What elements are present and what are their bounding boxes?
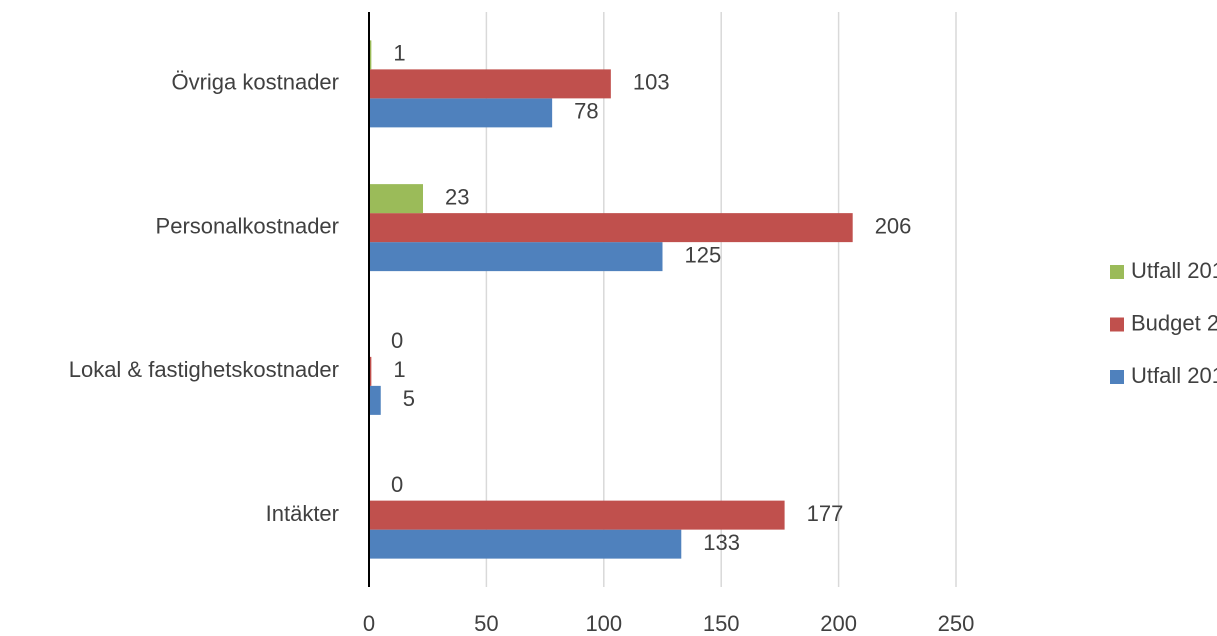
legend-swatch [1110,317,1124,332]
data-label: 103 [633,70,670,95]
bar [369,500,785,530]
legend-swatch [1110,370,1124,384]
data-label: 0 [391,472,403,497]
bar [369,213,853,243]
y-tick-label: Intäkter [266,501,339,526]
data-label: 206 [875,213,912,238]
bar [369,98,553,128]
x-tick-label: 150 [703,611,740,636]
bar [369,69,611,99]
y-tick-label: Lokal & fastighetskostnader [69,357,339,382]
legend-label: Budget 2018 [1131,310,1217,335]
data-label: 5 [403,386,415,411]
data-label: 177 [807,501,844,526]
data-label: 23 [445,184,469,209]
legend-swatch [1110,265,1124,279]
bar [369,242,663,272]
data-label: 1 [393,357,405,382]
x-tick-label: 200 [820,611,857,636]
legend-label: Utfall 2017 [1131,258,1217,283]
data-label: 0 [391,328,403,353]
data-label: 78 [574,99,598,124]
legend-label: Utfall 2018 [1131,363,1217,388]
bar [369,40,372,70]
bar [369,529,682,559]
bar [369,184,424,214]
y-tick-label: Personalkostnader [156,213,339,238]
x-tick-label: 0 [363,611,375,636]
bar [369,385,381,415]
data-label: 1 [393,41,405,66]
y-tick-label: Övriga kostnader [171,70,339,95]
x-tick-label: 50 [474,611,498,636]
data-label: 133 [703,530,740,555]
x-tick-label: 100 [585,611,622,636]
data-label: 125 [685,242,722,267]
x-tick-label: 250 [938,611,975,636]
bar [369,356,372,386]
